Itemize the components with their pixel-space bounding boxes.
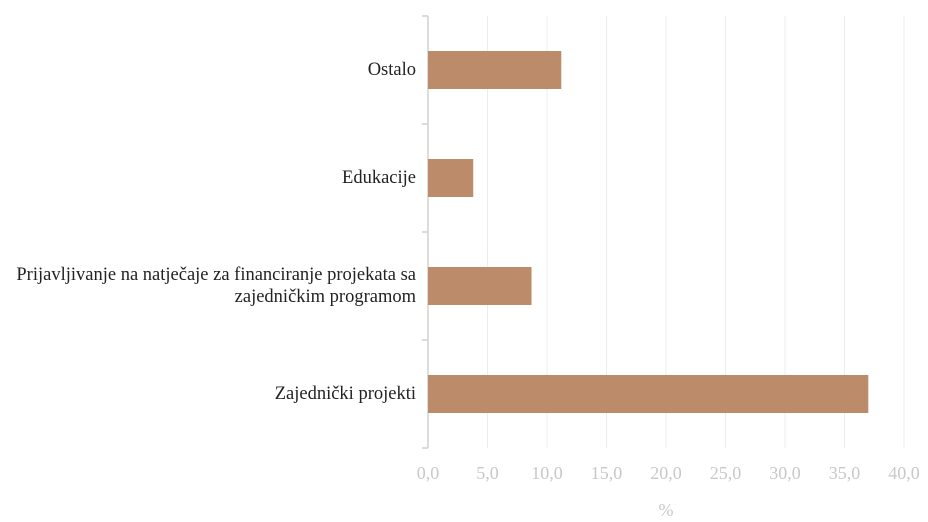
y-tick-label: Zajednički projekti bbox=[274, 384, 416, 404]
y-tick-label: Ostalo bbox=[367, 60, 416, 80]
x-axis-label: % bbox=[659, 500, 674, 520]
bar bbox=[428, 375, 869, 413]
x-tick-label: 25,0 bbox=[710, 463, 742, 483]
x-tick-label: 0,0 bbox=[417, 463, 440, 483]
y-tick-label: Prijavljivanje na natječaje za financira… bbox=[16, 265, 416, 307]
bar bbox=[428, 267, 532, 305]
x-tick-label: 40,0 bbox=[888, 463, 920, 483]
x-tick-label: 15,0 bbox=[591, 463, 623, 483]
x-tick-label: 35,0 bbox=[829, 463, 861, 483]
bar bbox=[428, 51, 562, 89]
x-tick-label: 10,0 bbox=[531, 463, 563, 483]
x-tick-label: 30,0 bbox=[769, 463, 801, 483]
bar bbox=[428, 159, 474, 197]
y-tick-label: Edukacije bbox=[342, 168, 416, 188]
x-tick-label: 5,0 bbox=[476, 463, 499, 483]
x-tick-label: 20,0 bbox=[650, 463, 682, 483]
